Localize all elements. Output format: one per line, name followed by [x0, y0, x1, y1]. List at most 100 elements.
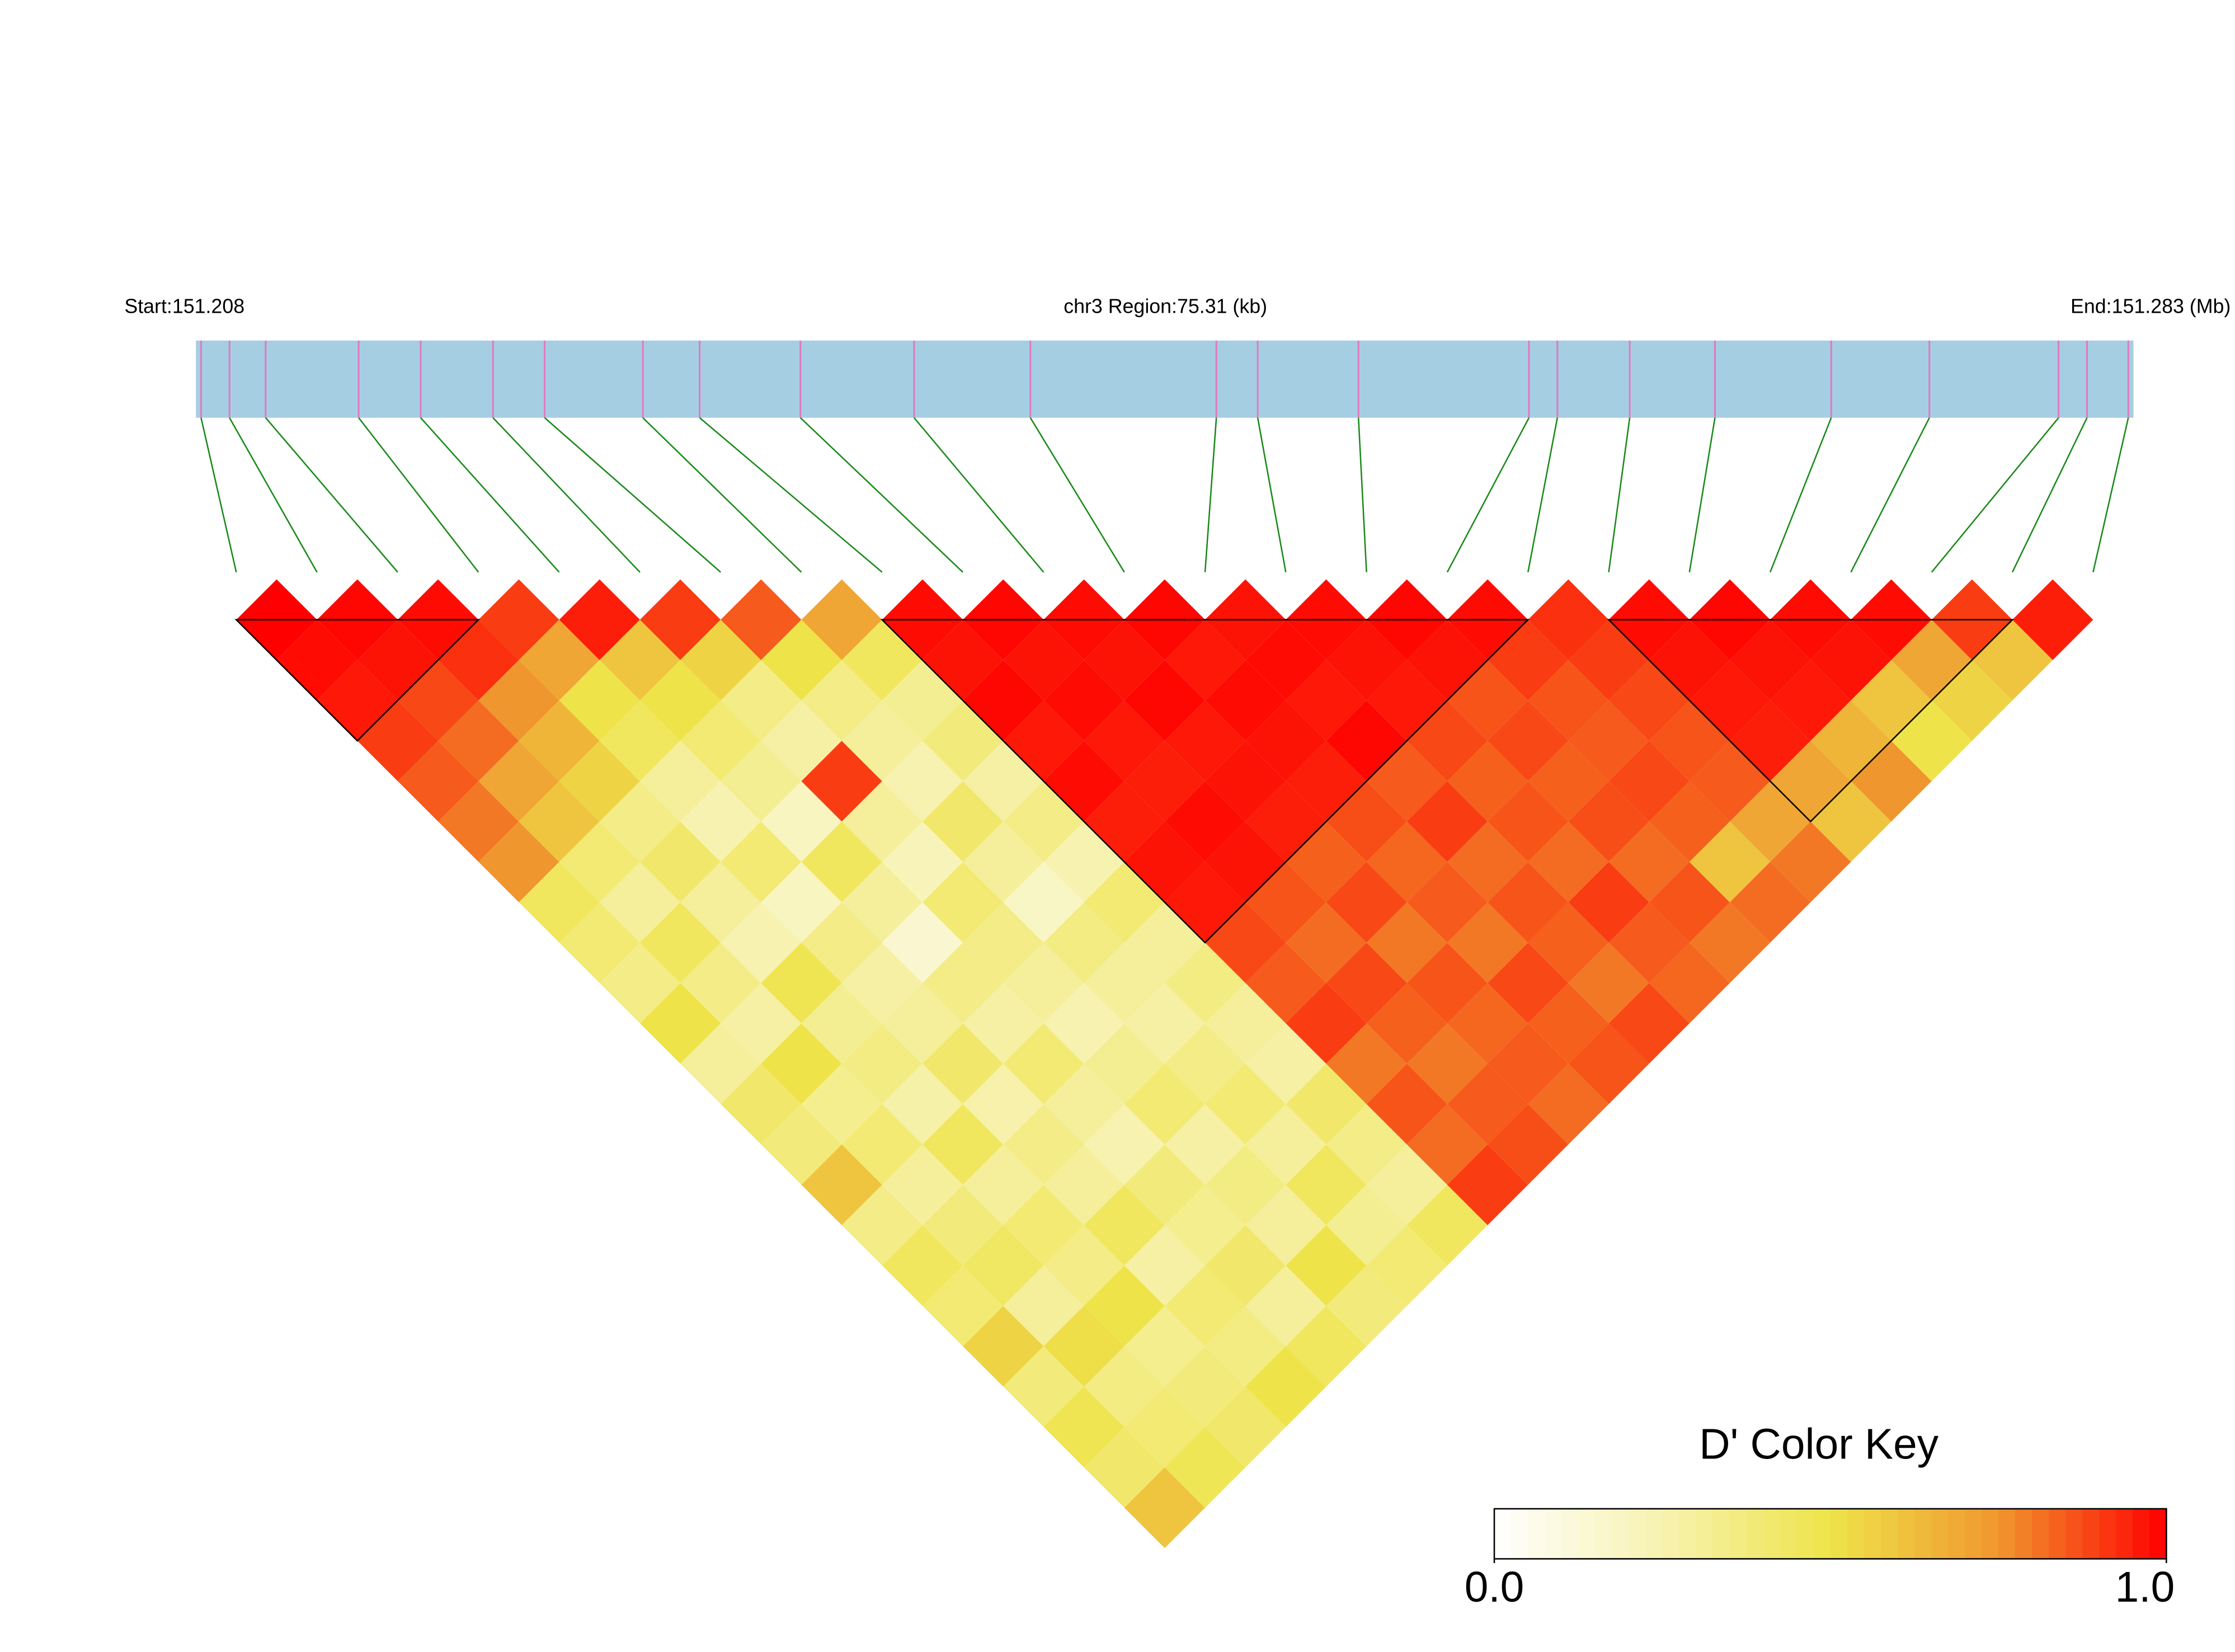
- ld-cell: [801, 821, 882, 902]
- color-key-step: [1545, 1508, 1563, 1559]
- color-key-step: [2116, 1508, 2134, 1559]
- ld-cell: [721, 660, 802, 741]
- snp-link: [544, 417, 722, 573]
- ld-cell: [922, 942, 1004, 1024]
- color-key-step: [2082, 1508, 2100, 1559]
- ld-cell: [1447, 902, 1528, 983]
- ld-cell: [599, 700, 681, 782]
- color-key-frame: [1493, 1508, 2167, 1560]
- ld-cell: [680, 700, 761, 782]
- ld-cell: [1447, 660, 1528, 741]
- snp-link: [358, 417, 479, 573]
- ld-cell: [1770, 660, 1851, 741]
- ld-cell: [1205, 1306, 1286, 1387]
- ld-cell: [801, 660, 882, 741]
- snp-link: [1446, 417, 1530, 573]
- ld-cell: [2012, 579, 2093, 660]
- color-key-step: [1561, 1508, 1579, 1559]
- ld-cell: [1124, 902, 1206, 983]
- ld-cell: [1286, 902, 1367, 983]
- ld-cell: [1729, 781, 1811, 862]
- ld-cell: [882, 902, 963, 983]
- ld-cell: [841, 942, 923, 1024]
- color-key-step: [1880, 1508, 1899, 1559]
- ld-cell: [1164, 781, 1246, 862]
- ld-cell: [882, 1144, 963, 1226]
- ld-cell: [1084, 942, 1165, 1024]
- ld-cell: [922, 862, 1004, 943]
- ld-cell: [1205, 1225, 1286, 1306]
- ld-cell: [1447, 1144, 1528, 1226]
- ld-cell: [1124, 1386, 1206, 1467]
- ld-cell: [882, 660, 963, 741]
- region-bar: [196, 340, 2134, 418]
- ld-cell: [1649, 781, 1730, 862]
- ld-cell: [639, 983, 721, 1064]
- color-key-step: [1746, 1508, 1764, 1559]
- ld-cell: [680, 1023, 761, 1104]
- ld-cell: [1608, 821, 1690, 902]
- color-key-step: [1612, 1508, 1630, 1559]
- snp-link: [1257, 417, 1287, 573]
- ld-cell: [317, 660, 398, 741]
- ld-cell: [721, 983, 802, 1064]
- region-label: chr3 Region:75.31 (kb): [1064, 295, 1267, 317]
- ld-cell: [519, 700, 600, 782]
- color-key-step: [1796, 1508, 1814, 1559]
- color-key-step: [1897, 1508, 1916, 1559]
- ld-cell: [1124, 1467, 1206, 1549]
- color-key-step: [1578, 1508, 1596, 1559]
- ld-cell: [1608, 660, 1690, 741]
- key-tick-label: 0.0: [1465, 1564, 1524, 1611]
- color-key-step: [1981, 1508, 1999, 1559]
- ld-cell: [1689, 821, 1771, 902]
- ld-cell: [1528, 902, 1609, 983]
- ld-cell: [1608, 902, 1690, 983]
- ld-cell: [1084, 1427, 1165, 1508]
- ld-cell: [1689, 660, 1771, 741]
- ld-cell: [599, 942, 681, 1024]
- ld-cell: [922, 781, 1004, 862]
- snp-link: [492, 417, 641, 573]
- color-key-step: [1645, 1508, 1663, 1559]
- color-key-step: [2049, 1508, 2067, 1559]
- ld-block: [880, 619, 1530, 944]
- ld-cell: [1084, 1023, 1165, 1104]
- ld-cell: [1326, 1184, 1407, 1266]
- color-key-step: [1914, 1508, 1932, 1559]
- ld-cell: [599, 862, 681, 943]
- ld-cell: [841, 619, 923, 701]
- color-key-step: [1813, 1508, 1831, 1559]
- ld-cell: [519, 862, 600, 943]
- color-key-step: [2133, 1508, 2151, 1559]
- ld-cell: [721, 902, 802, 983]
- ld-cell: [1528, 579, 1609, 660]
- snp-link: [642, 417, 802, 573]
- ld-cell: [1003, 619, 1084, 701]
- ld-cell: [882, 821, 963, 902]
- ld-cell: [1689, 902, 1771, 983]
- color-key-step: [2032, 1508, 2050, 1559]
- color-key-step: [1847, 1508, 1865, 1559]
- ld-cell: [1971, 619, 2053, 701]
- ld-cell: [478, 660, 559, 741]
- ld-cell: [559, 821, 640, 902]
- ld-cell: [478, 579, 559, 660]
- ld-cell: [1286, 1225, 1367, 1306]
- snp-link: [1527, 417, 1559, 573]
- ld-cell: [1084, 1265, 1165, 1347]
- color-key-step: [1595, 1508, 1613, 1559]
- ld-cell: [1164, 1104, 1246, 1185]
- ld-cell: [761, 700, 842, 782]
- ld-cell: [1043, 741, 1124, 822]
- ld-cell: [1043, 983, 1124, 1064]
- end-label: End:151.283 (Mb): [2071, 295, 2231, 317]
- ld-cell: [680, 862, 761, 943]
- color-key-step: [1729, 1508, 1747, 1559]
- ld-cell: [1164, 942, 1246, 1024]
- color-key-step: [1528, 1508, 1546, 1559]
- color-key-step: [1931, 1508, 1949, 1559]
- color-key-step: [1964, 1508, 1983, 1559]
